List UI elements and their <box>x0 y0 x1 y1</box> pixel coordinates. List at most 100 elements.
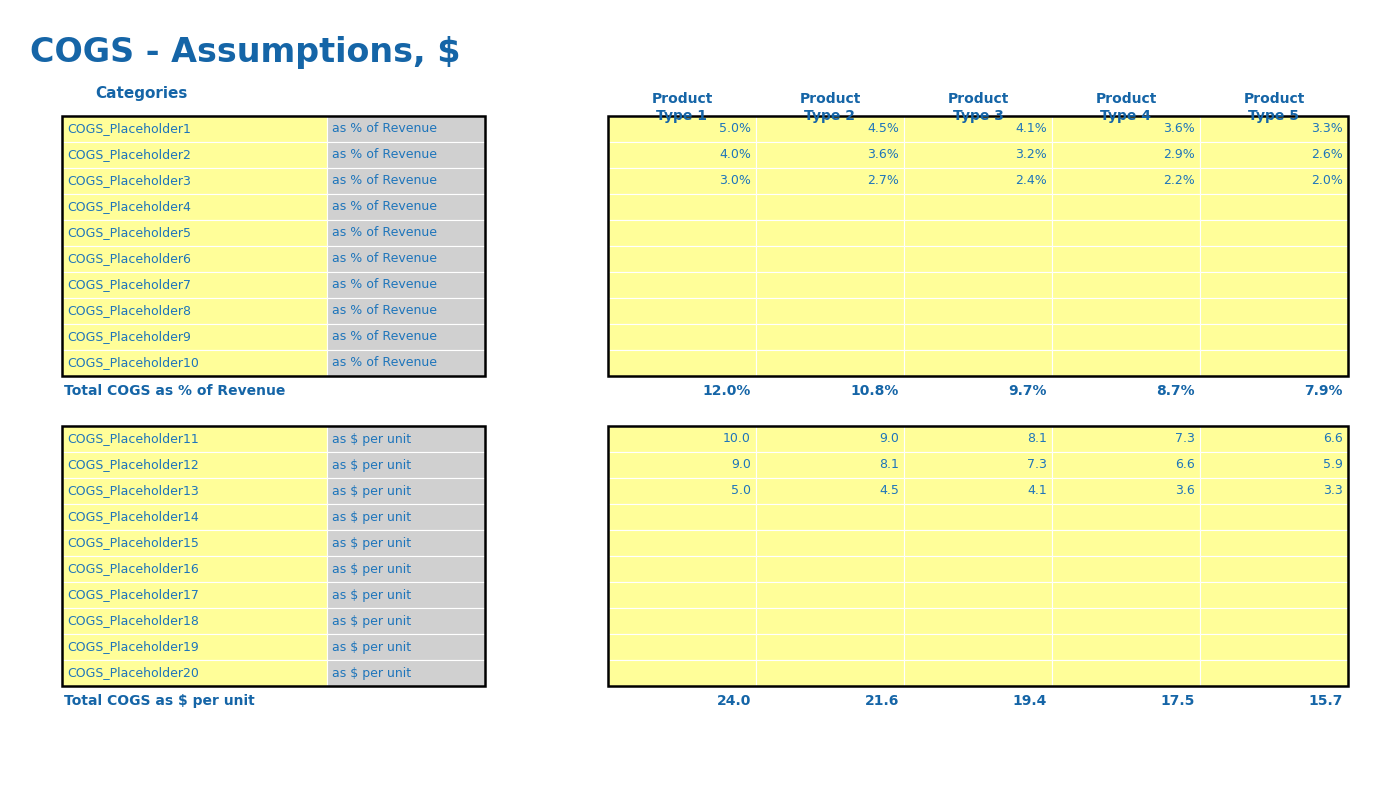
Bar <box>327 350 484 376</box>
Text: 21.6: 21.6 <box>864 694 899 708</box>
Bar <box>1201 142 1349 168</box>
Bar <box>757 298 905 324</box>
Bar <box>327 142 484 168</box>
Text: 10.8%: 10.8% <box>850 384 899 398</box>
Bar <box>609 168 757 194</box>
Bar <box>1053 582 1201 608</box>
Bar <box>757 194 905 220</box>
Text: 9.0: 9.0 <box>879 432 899 446</box>
Text: 3.3: 3.3 <box>1323 484 1343 498</box>
Text: Product: Product <box>800 92 861 106</box>
Bar <box>905 660 1053 686</box>
Text: 2.6%: 2.6% <box>1311 149 1343 161</box>
Text: 4.1%: 4.1% <box>1015 123 1047 135</box>
Text: Total COGS as % of Revenue: Total COGS as % of Revenue <box>64 384 285 398</box>
Bar <box>327 220 484 246</box>
Bar <box>61 246 327 272</box>
Bar <box>905 556 1053 582</box>
Text: Type 1: Type 1 <box>656 109 708 123</box>
Text: 17.5: 17.5 <box>1160 694 1195 708</box>
Text: COGS_Placeholder12: COGS_Placeholder12 <box>67 458 198 472</box>
Text: COGS - Assumptions, $: COGS - Assumptions, $ <box>29 36 461 69</box>
Bar <box>1201 168 1349 194</box>
Bar <box>327 272 484 298</box>
Bar <box>61 168 327 194</box>
Bar <box>1201 660 1349 686</box>
Text: 7.3: 7.3 <box>1027 458 1047 472</box>
Bar <box>905 168 1053 194</box>
Bar <box>609 194 757 220</box>
Bar <box>905 582 1053 608</box>
Bar <box>61 142 327 168</box>
Text: 4.1: 4.1 <box>1027 484 1047 498</box>
Text: 5.9: 5.9 <box>1323 458 1343 472</box>
Bar <box>1201 478 1349 504</box>
Text: COGS_Placeholder10: COGS_Placeholder10 <box>67 357 198 369</box>
Bar <box>1053 194 1201 220</box>
Bar <box>905 194 1053 220</box>
Text: COGS_Placeholder17: COGS_Placeholder17 <box>67 589 198 601</box>
Text: 3.6%: 3.6% <box>867 149 899 161</box>
Bar <box>757 142 905 168</box>
Bar <box>609 452 757 478</box>
Bar <box>1053 246 1201 272</box>
Bar <box>1053 660 1201 686</box>
Text: as % of Revenue: as % of Revenue <box>332 200 437 214</box>
Bar <box>905 504 1053 530</box>
Text: 3.0%: 3.0% <box>719 174 751 188</box>
Bar <box>757 660 905 686</box>
Bar <box>327 194 484 220</box>
Bar <box>1201 246 1349 272</box>
Bar <box>609 324 757 350</box>
Bar <box>757 168 905 194</box>
Text: 9.0: 9.0 <box>732 458 751 472</box>
Text: COGS_Placeholder19: COGS_Placeholder19 <box>67 641 198 653</box>
Bar <box>1053 426 1201 452</box>
Bar <box>1201 116 1349 142</box>
Bar <box>1201 324 1349 350</box>
Text: COGS_Placeholder16: COGS_Placeholder16 <box>67 563 198 575</box>
Text: Type 4: Type 4 <box>1100 109 1152 123</box>
Bar <box>327 504 484 530</box>
Bar <box>1053 116 1201 142</box>
Bar <box>327 298 484 324</box>
Text: 10.0: 10.0 <box>723 432 751 446</box>
Bar <box>61 452 327 478</box>
Bar <box>609 556 757 582</box>
Bar <box>609 504 757 530</box>
Bar <box>327 324 484 350</box>
Bar <box>757 272 905 298</box>
Text: as $ per unit: as $ per unit <box>332 589 412 601</box>
Text: as % of Revenue: as % of Revenue <box>332 330 437 343</box>
Text: as $ per unit: as $ per unit <box>332 432 412 446</box>
Bar <box>1201 194 1349 220</box>
Bar <box>61 116 327 142</box>
Bar <box>905 272 1053 298</box>
Text: Total COGS as $ per unit: Total COGS as $ per unit <box>64 694 254 708</box>
Bar <box>757 452 905 478</box>
Text: 4.5: 4.5 <box>879 484 899 498</box>
Bar <box>61 608 327 634</box>
Bar <box>905 530 1053 556</box>
Text: 8.7%: 8.7% <box>1156 384 1195 398</box>
Text: 15.7: 15.7 <box>1308 694 1343 708</box>
Bar <box>757 582 905 608</box>
Text: 6.6: 6.6 <box>1175 458 1195 472</box>
Bar <box>61 324 327 350</box>
Bar <box>1201 608 1349 634</box>
Text: COGS_Placeholder3: COGS_Placeholder3 <box>67 174 191 188</box>
Bar <box>1053 608 1201 634</box>
Text: 2.0%: 2.0% <box>1311 174 1343 188</box>
Text: 9.7%: 9.7% <box>1008 384 1047 398</box>
Text: 2.9%: 2.9% <box>1163 149 1195 161</box>
Bar <box>905 116 1053 142</box>
Bar <box>61 478 327 504</box>
Text: as $ per unit: as $ per unit <box>332 563 412 575</box>
Text: 7.9%: 7.9% <box>1304 384 1343 398</box>
Bar <box>61 220 327 246</box>
Bar <box>1053 298 1201 324</box>
Bar <box>609 246 757 272</box>
Bar <box>61 660 327 686</box>
Text: 8.1: 8.1 <box>879 458 899 472</box>
Bar <box>327 426 484 452</box>
